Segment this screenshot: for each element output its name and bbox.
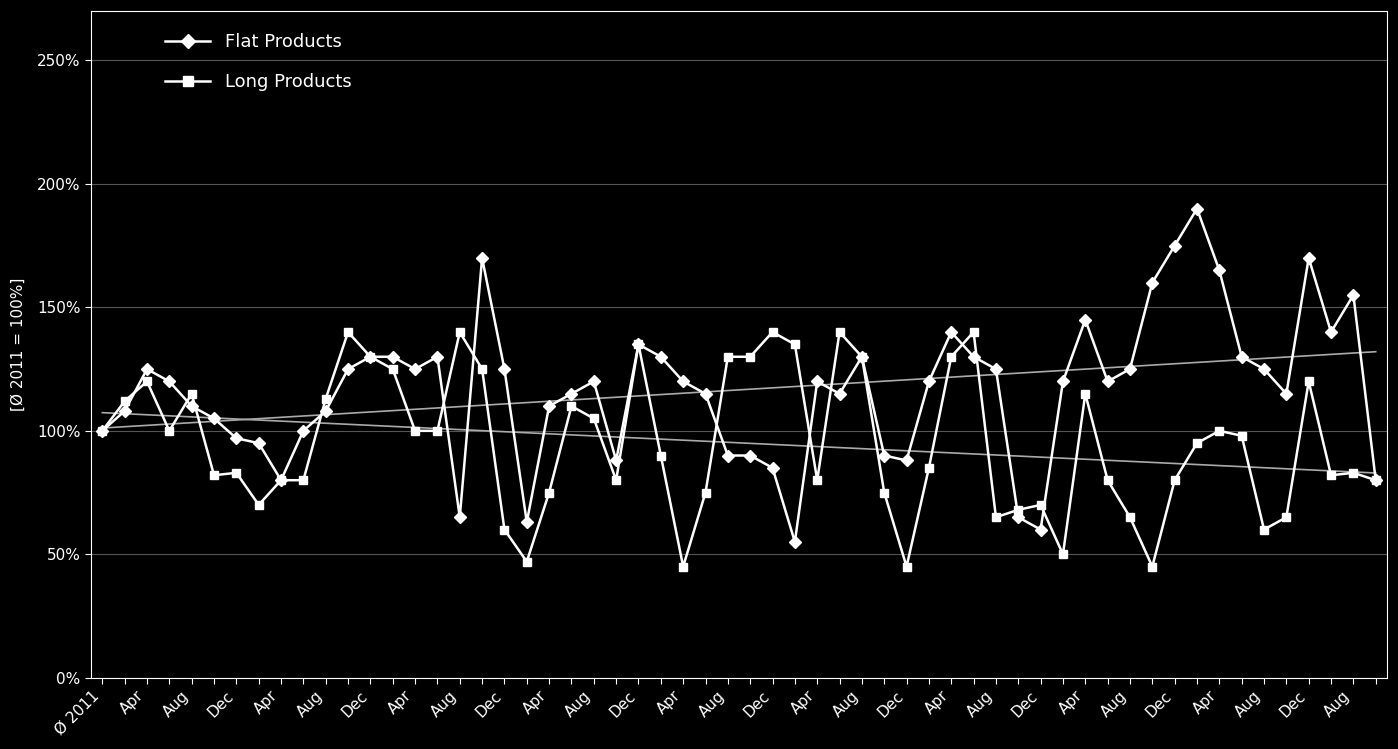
- Y-axis label: [Ø 2011 = 100%]: [Ø 2011 = 100%]: [11, 278, 27, 411]
- Legend: Flat Products, Long Products: Flat Products, Long Products: [165, 34, 351, 91]
